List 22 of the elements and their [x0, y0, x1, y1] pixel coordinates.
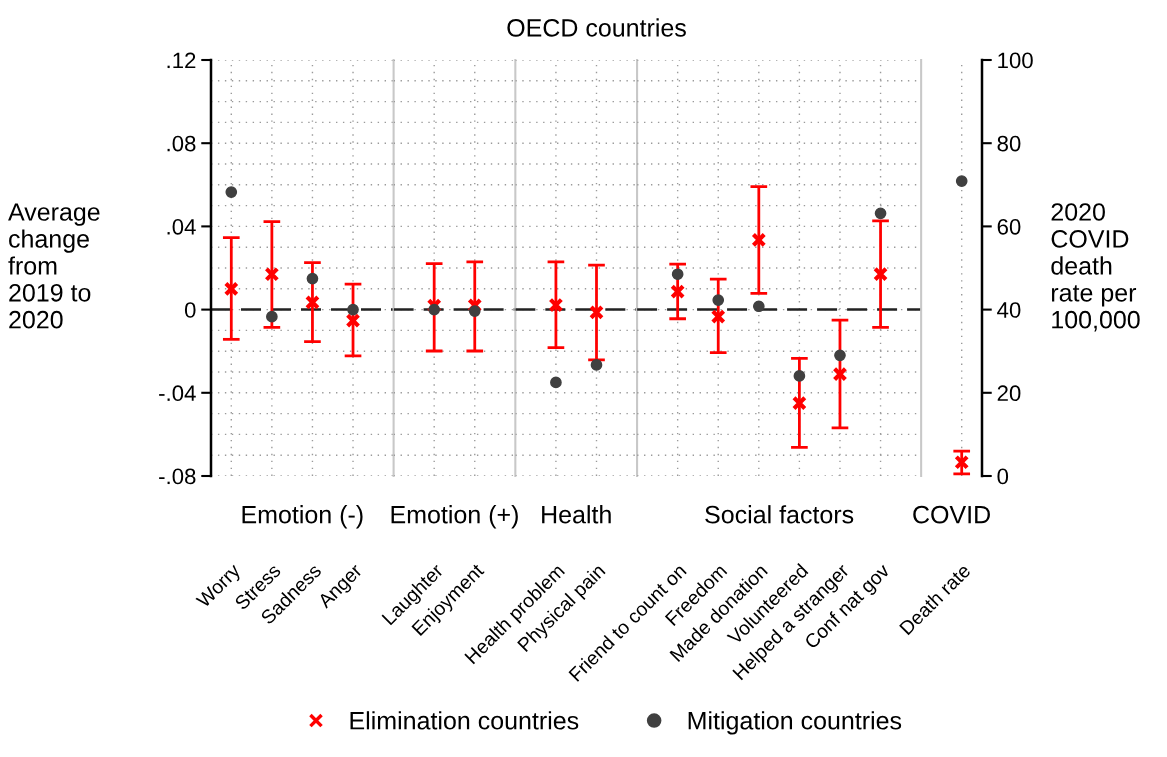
x-axis-title: Social factors: [705, 505, 854, 524]
legend-label: Elimination countries: [350, 711, 579, 730]
x-axis-title: Emotion (-): [242, 505, 363, 529]
y-tick-label: .04: [167, 218, 196, 235]
y-tick-label: .12: [167, 52, 196, 69]
x-axis-title: COVID: [913, 505, 990, 524]
x-axis-title: Health: [542, 505, 611, 524]
x-axis-title: Emotion (+): [391, 505, 518, 529]
chart-title: OECD countries: [507, 18, 686, 37]
y-tick-label: -.04: [159, 385, 196, 402]
y-tick-label: .08: [167, 135, 196, 152]
y2-tick-label: 100: [998, 52, 1033, 69]
y-axis-title: Average change from 2019 to 2020: [8, 203, 100, 329]
y2-tick-label: 80: [997, 135, 1021, 152]
y2-tick-label: 20: [997, 385, 1021, 402]
y-tick-label: -.08: [159, 468, 196, 485]
y2-tick-label: 60: [997, 218, 1021, 235]
y2-tick-label: 40: [997, 302, 1021, 318]
y2-axis-title: 2020 COVID death rate per 100,000: [1051, 203, 1140, 332]
legend-label: Mitigation countries: [688, 711, 902, 735]
y-tick-label: 0: [184, 302, 196, 318]
y2-tick-label: 0: [997, 468, 1009, 485]
